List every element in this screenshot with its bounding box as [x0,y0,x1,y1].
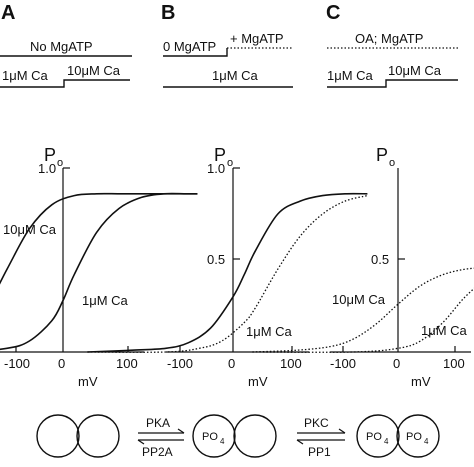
plot-a-y-title-sub: o [57,157,63,169]
po4-sub-3: 4 [424,437,429,446]
plot-c-y-title: P [376,145,388,165]
plot-b: P o 1.0 0.5 -100 0 100 mV 1μM Ca [87,145,368,389]
plot-a-curve-1uM [0,192,198,351]
plot-a-y-max-label: 1.0 [38,161,56,176]
plot-c-y-title-sub: o [389,157,395,169]
plot-b-x-tick-label-100: 100 [280,356,302,371]
panel-letter-a: A [1,2,15,24]
plot-a-x-tick-label-0: 0 [58,356,65,371]
plot-b-annot: 1μM Ca [246,324,293,339]
subunit-circle-6 [396,414,440,458]
protocol-c-step-line [327,79,458,88]
protocol-a-top-label: No MgATP [30,39,93,54]
po4-sub-2: 4 [384,437,389,446]
po4-label-3: PO [406,431,422,443]
plot-c-annot-right: 1μM Ca [421,323,468,338]
plot-c: P o 0.5 -100 0 100 mV 10μM Ca 1μM Ca [252,145,474,389]
plot-b-y-title-sub: o [227,157,233,169]
po4-sub-1: 4 [220,437,225,446]
plot-c-annot-left: 10μM Ca [332,292,386,307]
plot-b-curve-plus-mgatp [87,194,368,353]
panel-letter-c: C [326,2,340,24]
po4-label-2: PO [366,431,382,443]
plot-b-y-title: P [214,145,226,165]
protocol-b-top-left-label: 0 MgATP [163,39,216,54]
scheme-arrow1-reverse-head [137,439,145,445]
protocol-a-step-line [0,79,130,88]
protocol-b-bottom-label: 1μM Ca [212,68,259,83]
plot-c-x-title: mV [411,374,431,389]
plot-a-x-title: mV [78,374,98,389]
plot-c-curve-10uM [252,267,474,353]
protocol-b: 0 MgATP + MgATP 1μM Ca [163,31,293,88]
plot-a-annot-left: 10μM Ca [3,222,57,237]
plot-c-x-tick-label-minus100: -100 [330,356,356,371]
scheme-arrow1-top-label: PKA [146,416,170,430]
plot-c-y-mid-label: 0.5 [371,252,389,267]
po4-label-1: PO [202,431,218,443]
plot-b-y-max-label: 1.0 [207,161,225,176]
subunit-circle-5 [356,414,400,458]
plot-a: P o 1.0 -100 0 100 mV 10μM Ca 1μM Ca [0,145,198,389]
plot-a-x-tick-label-minus100: -100 [4,356,30,371]
scheme-arrow1-forward-head [177,428,185,434]
plot-a-y-title: P [44,145,56,165]
plot-c-x-tick-label-0: 0 [393,356,400,371]
scheme-arrow2-reverse-head [296,439,304,445]
protocol-a: No MgATP 1μM Ca 10μM Ca [0,39,132,88]
protocol-c-bottom-left-label: 1μM Ca [327,68,374,83]
plot-b-x-tick-label-0: 0 [228,356,235,371]
subunit-circle-1 [36,414,80,458]
plot-b-x-title: mV [248,374,268,389]
protocol-b-solid-line [163,48,228,57]
subunit-circle-2 [76,414,120,458]
plot-c-curve-1uM [252,287,474,353]
plot-b-curve-0-mgatp [87,192,368,353]
subunit-circle-4 [233,414,277,458]
protocol-b-top-right-label: + MgATP [230,31,284,46]
scheme-arrow1-bottom-label: PP2A [142,445,173,459]
phosphorylation-scheme: PKA PP2A PO 4 PKC PP1 PO 4 PO 4 [36,414,440,459]
scheme-arrow2-forward-head [338,428,346,434]
panel-letter-b: B [161,2,175,24]
scheme-arrow2-top-label: PKC [304,416,329,430]
plot-c-x-tick-label-100: 100 [443,356,465,371]
plot-b-y-mid-label: 0.5 [207,252,225,267]
plot-b-x-tick-label-minus100: -100 [167,356,193,371]
plot-a-annot-right: 1μM Ca [82,293,129,308]
plot-a-x-tick-label-100: 100 [116,356,138,371]
plot-a-curve-10uM [0,192,198,285]
scheme-arrow2-bottom-label: PP1 [308,445,331,459]
protocol-a-bottom-left-label: 1μM Ca [2,68,49,83]
protocol-c-bottom-right-label: 10μM Ca [388,63,442,78]
subunit-circle-3 [192,414,236,458]
protocol-c: OA; MgATP 1μM Ca 10μM Ca [327,31,459,88]
protocol-c-top-label: OA; MgATP [355,31,423,46]
protocol-a-bottom-right-label: 10μM Ca [67,63,121,78]
